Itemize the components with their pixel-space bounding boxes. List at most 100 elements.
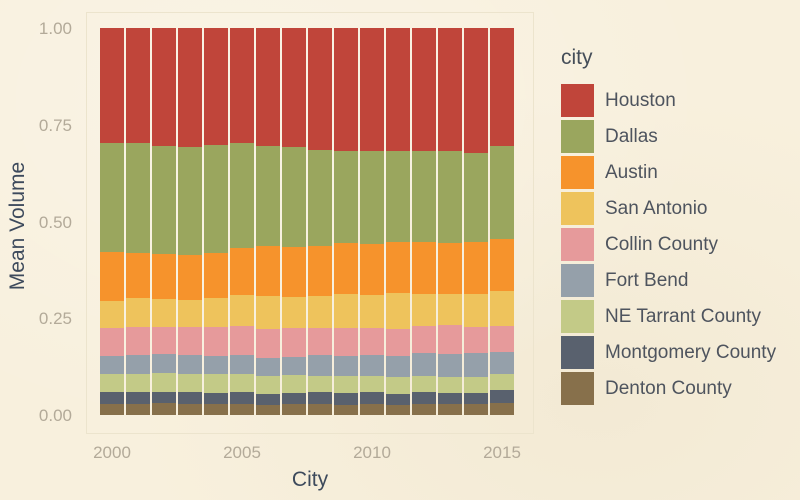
bar-2010 [360, 0, 384, 500]
bar-segment-2011-austin [386, 242, 410, 294]
bar-segment-2000-houston [100, 28, 124, 143]
bar-segment-2011-dallas [386, 151, 410, 243]
bar-segment-2001-san-antonio [126, 298, 150, 327]
bar-segment-2007-san-antonio [282, 296, 306, 328]
bar-segment-2005-austin [230, 247, 254, 295]
bar-segment-2009-dallas [334, 150, 358, 244]
bar-segment-2008-montgomery-county [308, 392, 332, 405]
bar-segment-2013-ne-tarrant-county [438, 377, 462, 393]
legend: city Houston Dallas Austin San Antonio Colli… [558, 46, 798, 408]
bar-2014 [464, 0, 488, 500]
bar-segment-2006-collin-county [256, 329, 280, 359]
bar-2011 [386, 0, 410, 500]
bar-segment-2005-montgomery-county [230, 392, 254, 404]
bar-segment-2001-fort-bend [126, 355, 150, 374]
bar-segment-2002-dallas [152, 146, 176, 254]
bar-segment-2015-collin-county [490, 325, 514, 352]
bar-segment-2012-san-antonio [412, 293, 436, 327]
bar-segment-2012-ne-tarrant-county [412, 376, 436, 392]
bar-segment-2002-houston [152, 28, 176, 147]
bar-segment-2011-ne-tarrant-county [386, 377, 410, 394]
legend-label: Collin County [605, 234, 718, 255]
legend-key-swatch [561, 84, 594, 117]
x-axis-title: City [291, 468, 329, 491]
bar-segment-2007-austin [282, 246, 306, 297]
bar-segment-2011-montgomery-county [386, 393, 410, 405]
bar-segment-2014-montgomery-county [464, 392, 488, 405]
bar-segment-2011-collin-county [386, 329, 410, 356]
bar-segment-2014-fort-bend [464, 353, 488, 378]
bar-segment-2010-san-antonio [360, 295, 384, 329]
bar-segment-2005-ne-tarrant-county [230, 373, 254, 393]
bar-segment-2006-ne-tarrant-county [256, 375, 280, 394]
y-tick-label: 0.50 [38, 212, 72, 232]
bar-segment-2008-austin [308, 245, 332, 297]
bar-segment-2005-fort-bend [230, 355, 254, 374]
bar-segment-2004-san-antonio [204, 298, 228, 328]
y-tick-label: 0.25 [38, 309, 72, 329]
legend-key-swatch [561, 156, 594, 189]
bar-segment-2002-ne-tarrant-county [152, 372, 176, 392]
bar-segment-2006-fort-bend [256, 358, 280, 376]
bar-segment-2012-fort-bend [412, 353, 436, 377]
bar-segment-2013-collin-county [438, 324, 462, 354]
bar-segment-2015-denton-county [490, 403, 514, 415]
bar-segment-2000-collin-county [100, 327, 124, 357]
bar-segment-2012-collin-county [412, 326, 436, 354]
bar-segment-2014-dallas [464, 152, 488, 243]
bar-segment-2013-austin [438, 243, 462, 294]
legend-label: Dallas [605, 126, 658, 147]
bar-segment-2002-montgomery-county [152, 391, 176, 403]
bar-segment-2005-houston [230, 28, 254, 144]
bar-segment-2013-montgomery-county [438, 392, 462, 405]
bar-segment-2009-montgomery-county [334, 392, 358, 405]
bar-segment-2007-denton-county [282, 404, 306, 415]
bar-segment-2011-fort-bend [386, 355, 410, 378]
bar-segment-2009-san-antonio [334, 293, 358, 329]
legend-label: Denton County [605, 378, 732, 399]
y-tick-label: 0.00 [38, 406, 72, 425]
bar-segment-2013-fort-bend [438, 353, 462, 378]
bar-segment-2011-san-antonio [386, 293, 410, 330]
bar-segment-2006-houston [256, 28, 280, 147]
legend-items: Houston Dallas Austin San Antonio Collin Cou… [558, 84, 798, 408]
bar-segment-2001-dallas [126, 142, 150, 253]
bar-segment-2008-collin-county [308, 328, 332, 355]
bar-segment-2010-denton-county [360, 404, 384, 415]
bar-segment-2012-dallas [412, 151, 436, 242]
bar-segment-2000-fort-bend [100, 356, 124, 374]
bar-segment-2014-austin [464, 242, 488, 295]
bar-segment-2003-dallas [178, 146, 202, 256]
bar-segment-2004-montgomery-county [204, 392, 228, 405]
bar-segment-2008-denton-county [308, 404, 332, 415]
bar-2009 [334, 0, 358, 500]
bar-segment-2008-fort-bend [308, 355, 332, 376]
bar-segment-2006-san-antonio [256, 295, 280, 330]
bar-segment-2003-austin [178, 255, 202, 301]
bar-segment-2007-fort-bend [282, 357, 306, 376]
bar-segment-2009-houston [334, 28, 358, 151]
bar-2002 [152, 0, 176, 500]
bar-2007 [282, 0, 306, 500]
bar-segment-2010-fort-bend [360, 355, 384, 376]
bar-segment-2001-denton-county [126, 403, 150, 415]
bar-segment-2011-houston [386, 28, 410, 152]
bar-segment-2001-houston [126, 28, 150, 143]
bar-segment-2010-houston [360, 28, 384, 151]
bar-segment-2007-dallas [282, 147, 306, 247]
y-tick-label: 0.75 [38, 115, 72, 135]
bar-segment-2010-ne-tarrant-county [360, 375, 384, 393]
bar-segment-2006-dallas [256, 146, 280, 246]
bar-segment-2009-collin-county [334, 328, 358, 356]
bar-segment-2005-denton-county [230, 403, 254, 415]
legend-label: Houston [605, 90, 676, 111]
bar-segment-2006-montgomery-county [256, 393, 280, 405]
bar-segment-2013-san-antonio [438, 293, 462, 325]
bar-segment-2005-collin-county [230, 325, 254, 355]
bar-segment-2011-denton-county [386, 404, 410, 415]
bar-segment-2010-collin-county [360, 328, 384, 355]
bar-segment-2003-montgomery-county [178, 392, 202, 404]
bar-2003 [178, 0, 202, 500]
